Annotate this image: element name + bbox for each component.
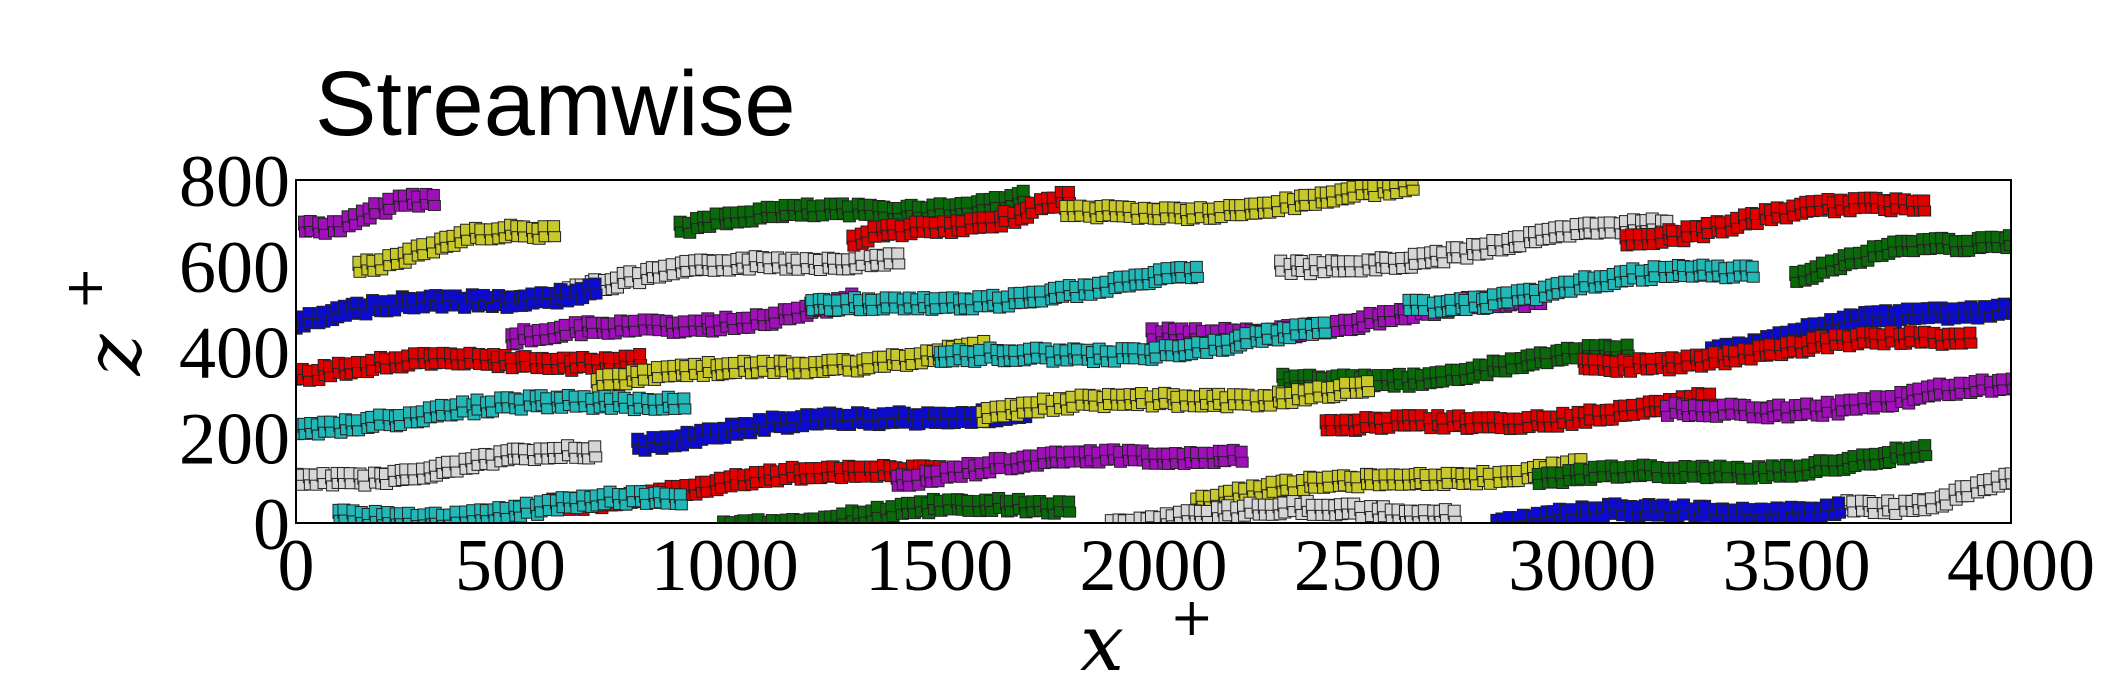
x-axis-label: x xyxy=(1080,599,1124,687)
structure-glyph xyxy=(837,518,851,523)
structure xyxy=(553,247,906,305)
structure-glyph xyxy=(1964,337,1978,349)
structure xyxy=(1705,297,2011,364)
structure xyxy=(1789,229,2011,288)
structure-glyph xyxy=(892,258,906,270)
y-tick-label: 0 xyxy=(253,484,290,566)
structure-glyph xyxy=(1746,271,1760,283)
structure-glyph xyxy=(1406,184,1420,196)
structure xyxy=(717,491,1077,534)
structure xyxy=(296,277,603,335)
structure-glyph xyxy=(805,524,817,534)
structure-glyph xyxy=(1063,506,1077,518)
structure-glyph xyxy=(2006,383,2011,395)
structure xyxy=(975,375,1375,428)
structure-glyph xyxy=(427,199,441,211)
y-axis-label-superscript: + xyxy=(55,266,115,310)
structure xyxy=(673,184,1031,239)
y-tick-label: 800 xyxy=(179,141,290,223)
y-tick-label: 600 xyxy=(179,227,290,309)
structure-marks xyxy=(296,180,2011,535)
x-tick-label: 2000 xyxy=(1080,525,1228,607)
structure-glyph xyxy=(1918,205,1932,217)
structure xyxy=(296,439,603,492)
structure xyxy=(332,485,688,523)
structure xyxy=(1619,191,1932,252)
structure-glyph xyxy=(394,518,408,523)
structure-glyph xyxy=(2005,478,2011,490)
structure-glyph xyxy=(678,403,692,415)
structure-glyph xyxy=(1448,515,1462,523)
structure-glyph xyxy=(1540,358,1554,370)
x-tick-label: 1000 xyxy=(651,525,799,607)
structure xyxy=(933,316,1332,369)
structure xyxy=(1531,439,1933,490)
structure xyxy=(1104,494,1462,523)
structure-glyph xyxy=(589,288,603,300)
structure-glyph xyxy=(809,524,821,534)
structure xyxy=(890,443,1249,492)
x-axis-label-superscript: + xyxy=(1170,588,1214,648)
structure-glyph xyxy=(1832,507,1846,519)
structure-glyph xyxy=(1318,327,1332,339)
plot-frame xyxy=(295,179,2012,524)
structure-glyph xyxy=(724,516,738,523)
y-tick-label: 400 xyxy=(179,313,290,395)
x-tick-label: 0 xyxy=(278,525,315,607)
structure-glyph xyxy=(1166,520,1180,523)
structure xyxy=(352,218,562,278)
structure-glyph xyxy=(2005,297,2011,313)
structure-glyph xyxy=(358,480,372,492)
structure-glyph xyxy=(1531,517,1545,523)
structure-glyph xyxy=(548,231,562,243)
structure xyxy=(296,389,692,441)
x-tick-label: 4000 xyxy=(1947,525,2095,607)
structure xyxy=(1490,496,1846,535)
structure-glyph xyxy=(1497,524,1509,534)
structure-glyph xyxy=(589,451,603,463)
structure-glyph xyxy=(2004,467,2011,483)
structure xyxy=(1659,372,2011,425)
x-axis-ticks: 0 500 1000 1500 2000 2500 3000 3500 4000 xyxy=(278,525,2096,607)
y-tick-label: 200 xyxy=(179,398,290,480)
structure xyxy=(1402,258,1760,319)
structure xyxy=(1059,180,1420,227)
structure-glyph xyxy=(2006,308,2011,320)
structure-glyph xyxy=(1235,456,1249,468)
x-tick-label: 3500 xyxy=(1723,525,1871,607)
x-tick-label: 3000 xyxy=(1508,525,1656,607)
structure-glyph xyxy=(674,499,688,511)
x-tick-label: 500 xyxy=(455,525,566,607)
structure xyxy=(298,187,441,240)
structure-glyph xyxy=(1513,241,1527,253)
chart-title: Streamwise xyxy=(315,53,796,155)
structure xyxy=(846,185,1076,252)
structure xyxy=(805,260,1204,317)
x-tick-label: 2500 xyxy=(1294,525,1442,607)
structure xyxy=(1319,387,1718,437)
structure-glyph xyxy=(1919,450,1933,462)
x-tick-label: 1500 xyxy=(865,525,1013,607)
structure-glyph xyxy=(403,517,417,523)
structure-glyph xyxy=(1190,271,1204,283)
y-axis-label: z xyxy=(69,334,159,377)
structure-glyph xyxy=(1361,386,1375,398)
structure-glyph xyxy=(1517,519,1531,523)
structure xyxy=(1577,325,1978,378)
structure-glyph xyxy=(2005,372,2011,388)
structure-glyph xyxy=(1492,525,1504,535)
